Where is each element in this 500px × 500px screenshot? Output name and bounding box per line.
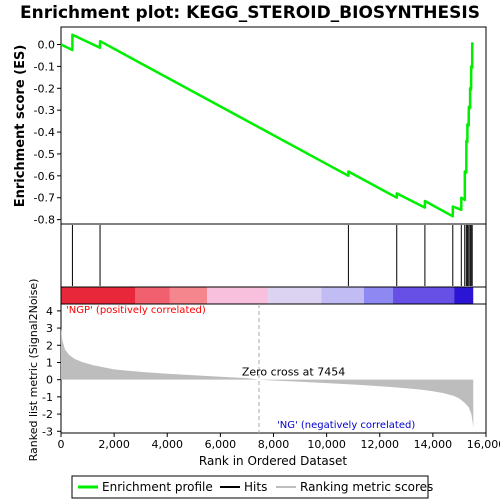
metric-ytick-label: -1: [42, 391, 53, 404]
metric-y-axis-label: Ranked list metric (Signal2Noise): [27, 279, 40, 462]
legend-label-ranking: Ranking metric scores: [300, 480, 433, 494]
es-ytick-label: -0.2: [34, 82, 55, 95]
xtick-label: 14,000: [414, 438, 453, 451]
es-ytick-label: -0.5: [34, 148, 55, 161]
es-ytick-label: -0.7: [34, 192, 55, 205]
metric-ytick-label: -3: [42, 425, 53, 438]
es-ytick-label: -0.6: [34, 170, 55, 183]
metric-ytick-label: 2: [46, 339, 53, 352]
ranking-colorbar: [60, 286, 487, 305]
legend-frame: [71, 475, 429, 499]
ranking-metric-area: [61, 328, 474, 428]
xtick-label: 4,000: [152, 438, 184, 451]
metric-ytick-label: 4: [46, 305, 53, 318]
metric-ytick-label: 0: [46, 374, 53, 387]
colorbar-segment: [363, 287, 394, 304]
es-ytick-label: 0.0: [38, 39, 56, 52]
colorbar-segment: [268, 287, 322, 304]
xtick-label: 16,000: [467, 438, 500, 451]
hits-panel-frame: [60, 223, 487, 288]
es-y-axis-label: Enrichment score (ES): [13, 45, 28, 208]
es-panel-frame: [60, 26, 487, 225]
negative-correlation-label: 'NG' (negatively correlated): [277, 420, 415, 431]
legend: Enrichment profile Hits Ranking metric s…: [71, 475, 433, 499]
es-ytick-label: -0.3: [34, 104, 55, 117]
metric-panel: 4 3 2 1 0 -1 -2 -3 0 2,000 4,000 6,000 8,000 10,000 1…: [27, 279, 500, 468]
metric-ytick-label: -2: [42, 408, 53, 421]
es-ytick-label: -0.8: [34, 214, 55, 227]
metric-ytick-label: 3: [46, 322, 53, 335]
positive-correlation-label: 'NGP' (positively correlated): [66, 305, 206, 316]
x-axis-label: Rank in Ordered Dataset: [199, 454, 347, 468]
es-ytick-label: -0.4: [34, 126, 55, 139]
es-panel: 0.0 -0.1 -0.2 -0.3 -0.4 -0.5 -0.6 -0.7 -0.8 Enri…: [13, 26, 487, 227]
legend-label-hits: Hits: [244, 480, 267, 494]
enrichment-profile-line: [60, 33, 475, 218]
metric-panel-frame: [60, 303, 487, 434]
xtick-label: 8,000: [258, 438, 290, 451]
chart-title: Enrichment plot: KEGG_STEROID_BIOSYNTHES…: [20, 3, 480, 23]
hits-panel: [60, 223, 487, 288]
metric-ytick-label: 1: [46, 356, 53, 369]
legend-label-enrichment: Enrichment profile: [102, 480, 213, 494]
colorbar-segment: [61, 287, 136, 304]
xtick-label: 0: [58, 438, 65, 451]
colorbar-segment: [135, 287, 170, 304]
colorbar-segment: [454, 287, 474, 304]
xtick-label: 6,000: [205, 438, 237, 451]
xtick-label: 12,000: [361, 438, 400, 451]
es-ytick-label: -0.1: [34, 60, 55, 73]
xtick-label: 10,000: [307, 438, 346, 451]
zero-cross-label: Zero cross at 7454: [242, 366, 345, 379]
colorbar-segment: [169, 287, 208, 304]
colorbar-segment: [393, 287, 455, 304]
colorbar-segment: [321, 287, 364, 304]
xtick-label: 2,000: [98, 438, 130, 451]
colorbar-segment: [207, 287, 269, 304]
